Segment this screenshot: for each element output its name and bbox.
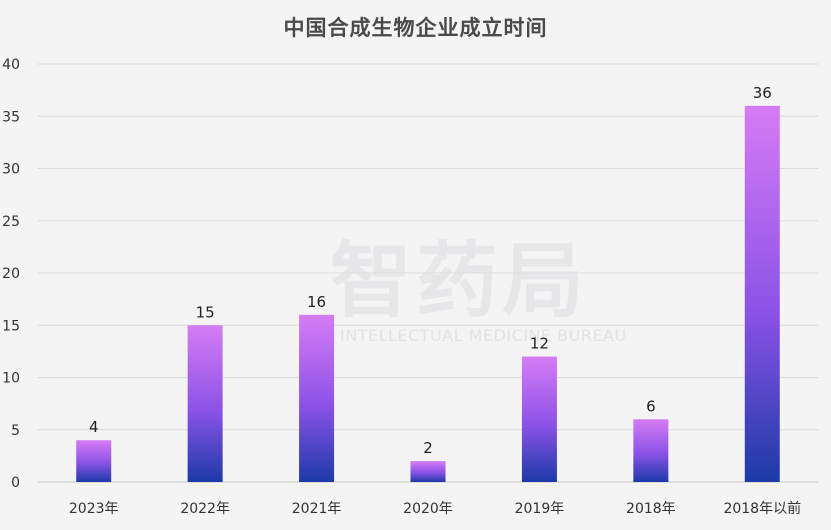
y-tick-label: 0 xyxy=(11,475,20,491)
data-label: 15 xyxy=(196,303,215,321)
x-tick-label: 2021年 xyxy=(292,501,342,517)
y-tick-label: 40 xyxy=(2,57,20,73)
watermark-subtext: INTELLECTUAL MEDICINE BUREAU xyxy=(340,326,627,345)
data-label: 36 xyxy=(753,84,772,102)
bar xyxy=(744,105,780,483)
y-tick-label: 25 xyxy=(2,214,20,230)
y-tick-label: 15 xyxy=(2,318,20,334)
data-label: 12 xyxy=(530,335,549,353)
bar xyxy=(299,314,335,482)
y-tick-label: 5 xyxy=(11,423,20,439)
y-tick-label: 10 xyxy=(2,371,20,387)
data-label: 6 xyxy=(646,397,656,415)
y-tick-label: 35 xyxy=(2,109,20,125)
bar xyxy=(187,325,223,482)
bar xyxy=(76,440,112,482)
x-tick-label: 2018年 xyxy=(626,501,676,517)
data-label: 4 xyxy=(89,418,99,436)
x-tick-label: 2022年 xyxy=(180,501,230,517)
bar xyxy=(521,356,557,482)
data-label: 16 xyxy=(307,293,326,311)
y-tick-label: 20 xyxy=(2,266,20,282)
bar xyxy=(633,419,669,482)
y-tick-label: 30 xyxy=(2,162,20,178)
chart-title: 中国合成生物企业成立时间 xyxy=(283,15,548,40)
x-tick-label: 2018年以前 xyxy=(723,500,801,517)
data-label: 2 xyxy=(423,439,433,457)
x-tick-label: 2023年 xyxy=(69,501,119,517)
x-tick-label: 2019年 xyxy=(515,501,565,517)
bar xyxy=(410,461,446,482)
watermark-logo: 智药局 xyxy=(330,234,589,329)
x-tick-label: 2020年 xyxy=(403,501,453,517)
